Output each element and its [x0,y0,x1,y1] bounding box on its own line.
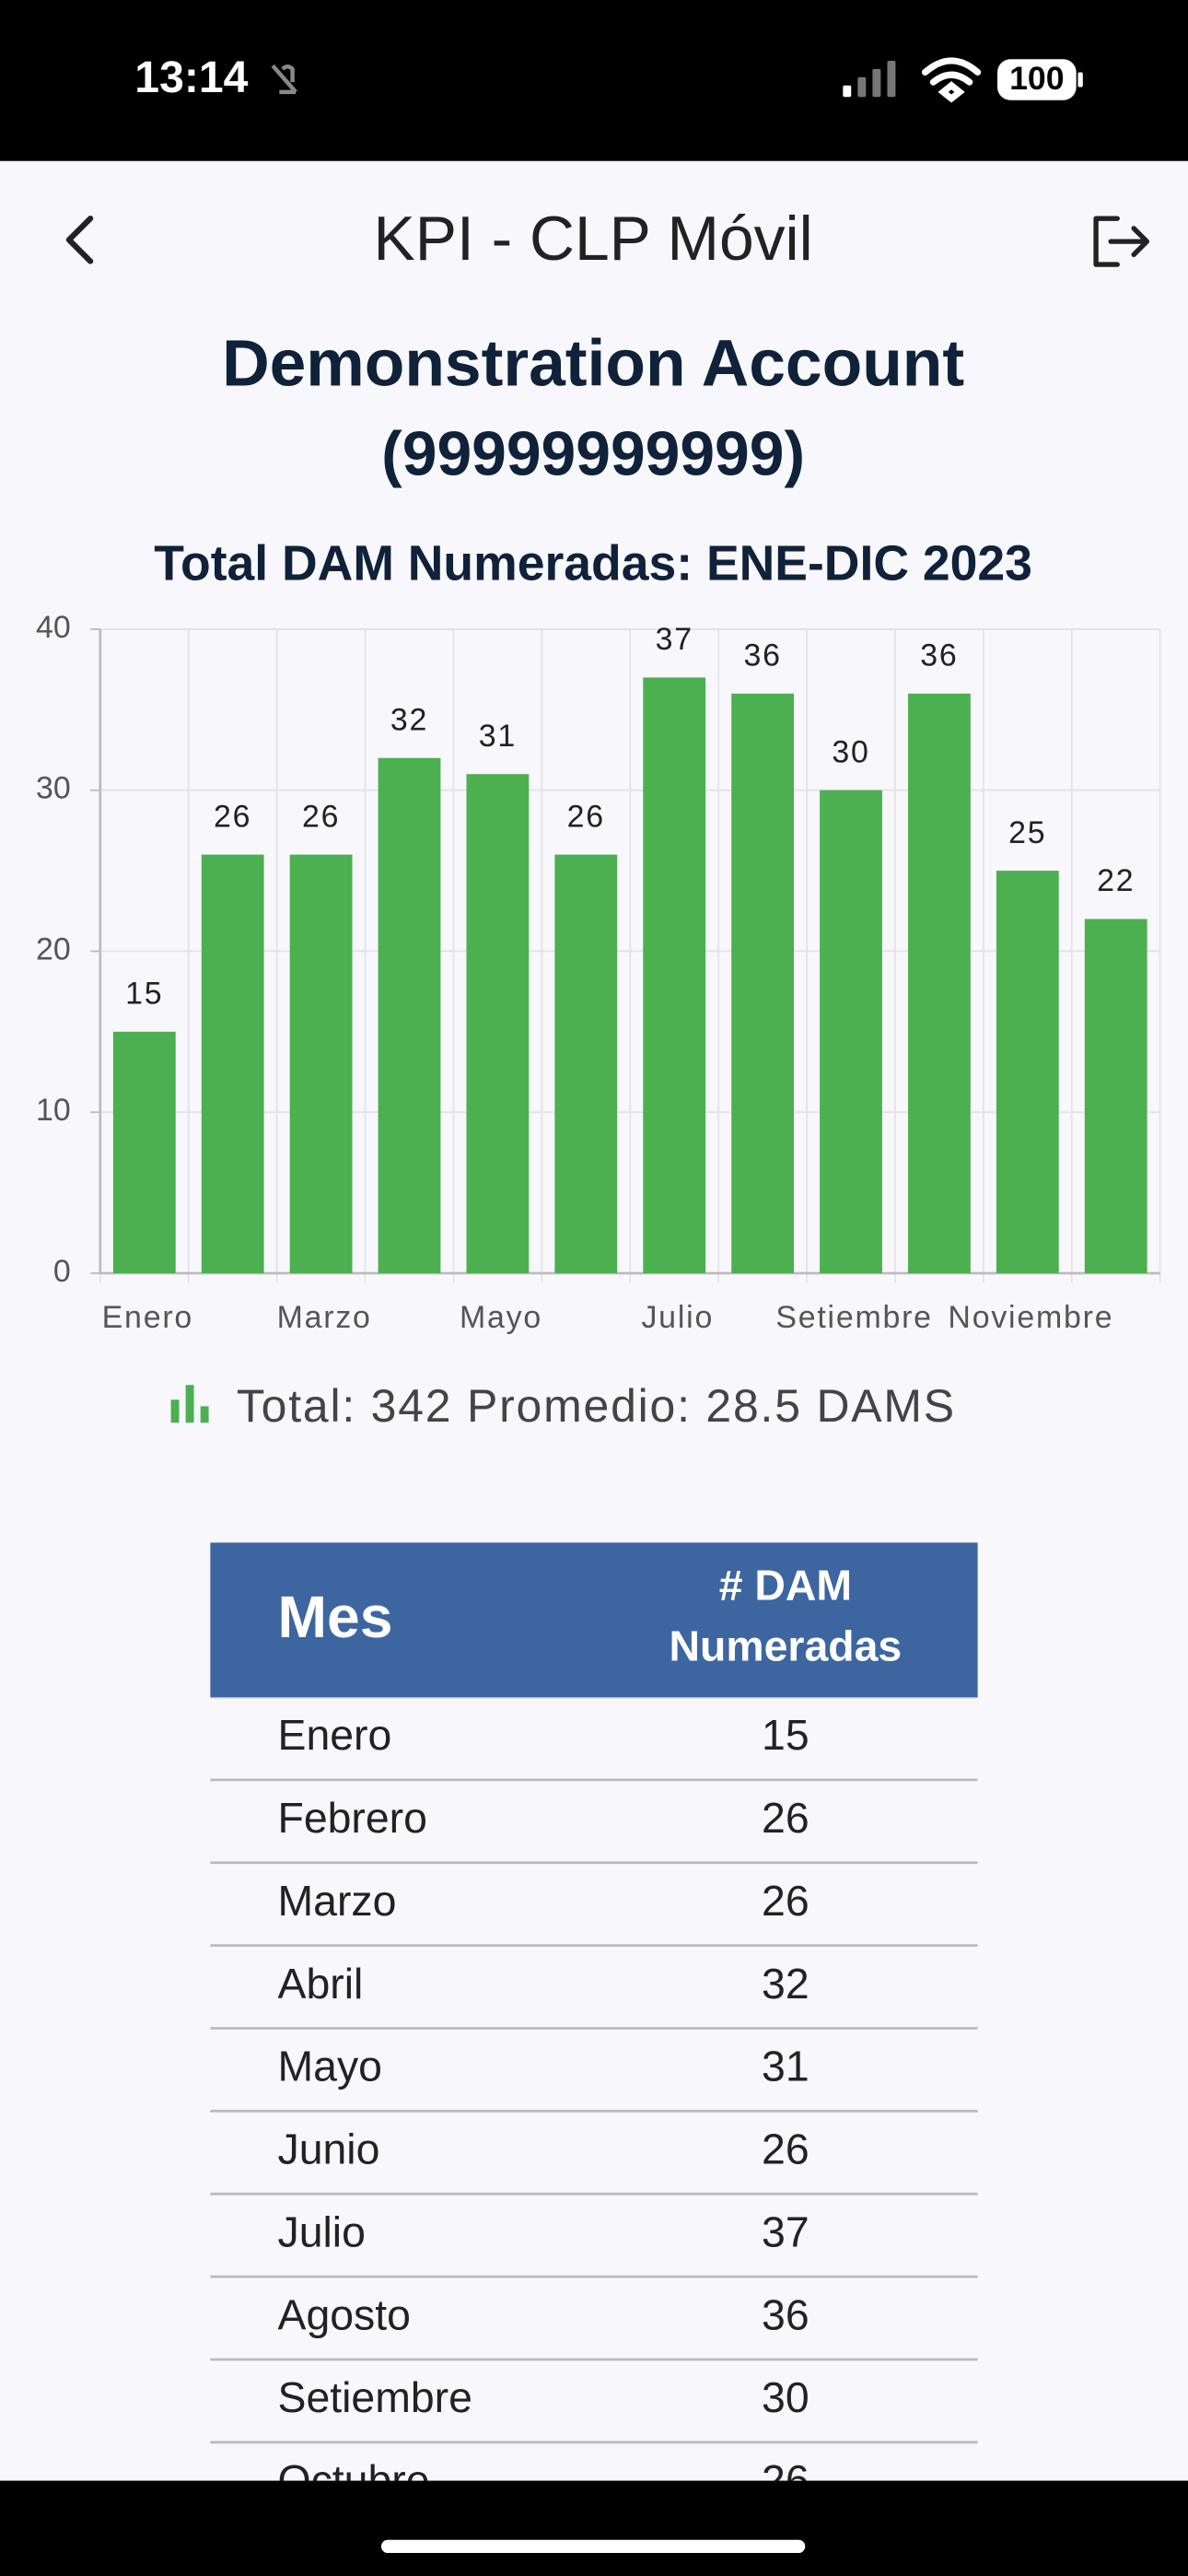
data-label: 15 [125,977,163,1012]
table-cell: Junio [278,2125,380,2173]
summary-icon [170,1385,209,1423]
chart-title: Total DAM Numeradas: ENE-DIC 2023 [154,536,1032,591]
back-button[interactable] [65,216,94,264]
data-label: 26 [302,799,340,834]
app-title: KPI - CLP Móvil [374,205,813,274]
x-tick-label: Julio [641,1300,714,1335]
data-label: 25 [1008,815,1046,850]
table-cell: 37 [762,2207,809,2255]
bar [112,1031,176,1273]
bar [731,693,795,1273]
status-bar [0,0,1188,161]
table-cell: 26 [762,1794,809,1842]
time: 13:14 [134,53,248,102]
bar [554,854,618,1273]
table-cell: Julio [278,2207,366,2255]
summary: Total: 342 Promedio: 28.5 DAMS [237,1380,956,1432]
bar [201,854,264,1273]
battery-tip [1077,72,1083,88]
bar [820,790,882,1273]
data-label: 37 [656,622,693,657]
table-cell: Marzo [278,1877,397,1925]
bar [378,757,441,1273]
data-label: 32 [390,702,428,737]
logout-button[interactable] [1093,216,1150,267]
battery-level: 100 [1009,60,1065,97]
table-cell: 26 [762,2125,809,2173]
y-tick-label: 40 [36,610,71,645]
table-cell: 36 [762,2290,809,2338]
overlay [0,2480,1188,2576]
table-cell: Agosto [278,2290,411,2338]
x-tick-label: Mayo [460,1300,542,1335]
data-label: 22 [1097,863,1135,898]
table-header-cell: Mes [278,1584,393,1650]
data-label: 30 [832,734,869,769]
table-cell: 31 [762,2043,809,2090]
account-name: Demonstration Account [222,326,964,400]
x-tick-label: Marzo [277,1300,372,1335]
y-tick-label: 0 [53,1254,71,1289]
table-cell: 15 [762,1711,809,1759]
table-cell: Mayo [278,2043,382,2090]
data-label: 31 [479,719,517,754]
bar [996,871,1059,1273]
bar [1084,919,1147,1273]
table-header-cell: # DAM [719,1562,852,1610]
table-header-cell: Numeradas [670,1622,903,1670]
y-tick-label: 20 [36,931,71,966]
table-header [210,1542,978,1698]
battery-icon [997,59,1077,100]
data-label: 26 [567,799,605,834]
x-tick-label: Enero [102,1300,193,1335]
signal-icon [843,60,896,98]
table-cell: 30 [762,2373,809,2421]
x-tick-label: Noviembre [948,1300,1113,1335]
table-cell: Setiembre [278,2373,472,2421]
bar [643,677,706,1273]
account-id: (99999999999) [381,419,805,488]
wifi-icon [921,57,982,103]
table-cell: Enero [278,1711,392,1759]
table-cell: Abril [278,1960,364,2008]
bar [908,693,971,1273]
bar [466,774,530,1273]
table-cell: 26 [762,1877,809,1925]
data-label: 36 [920,638,958,673]
home-indicator [380,2539,806,2554]
y-tick-label: 10 [36,1093,71,1128]
x-tick-label: Setiembre [775,1300,933,1335]
table-cell: Febrero [278,1794,427,1842]
data-label: 26 [214,799,251,834]
mute-icon [271,64,297,95]
content: 0 10 20 30 40 15 Enero 26 26 Marzo 32 31 Mayo 26 37 Jul… [36,610,1161,2527]
y-tick-label: 30 [36,771,71,806]
bar [289,854,353,1273]
table-cell: 32 [762,1960,809,2008]
data-label: 36 [743,638,781,673]
bottom-bar [0,2480,1188,2576]
